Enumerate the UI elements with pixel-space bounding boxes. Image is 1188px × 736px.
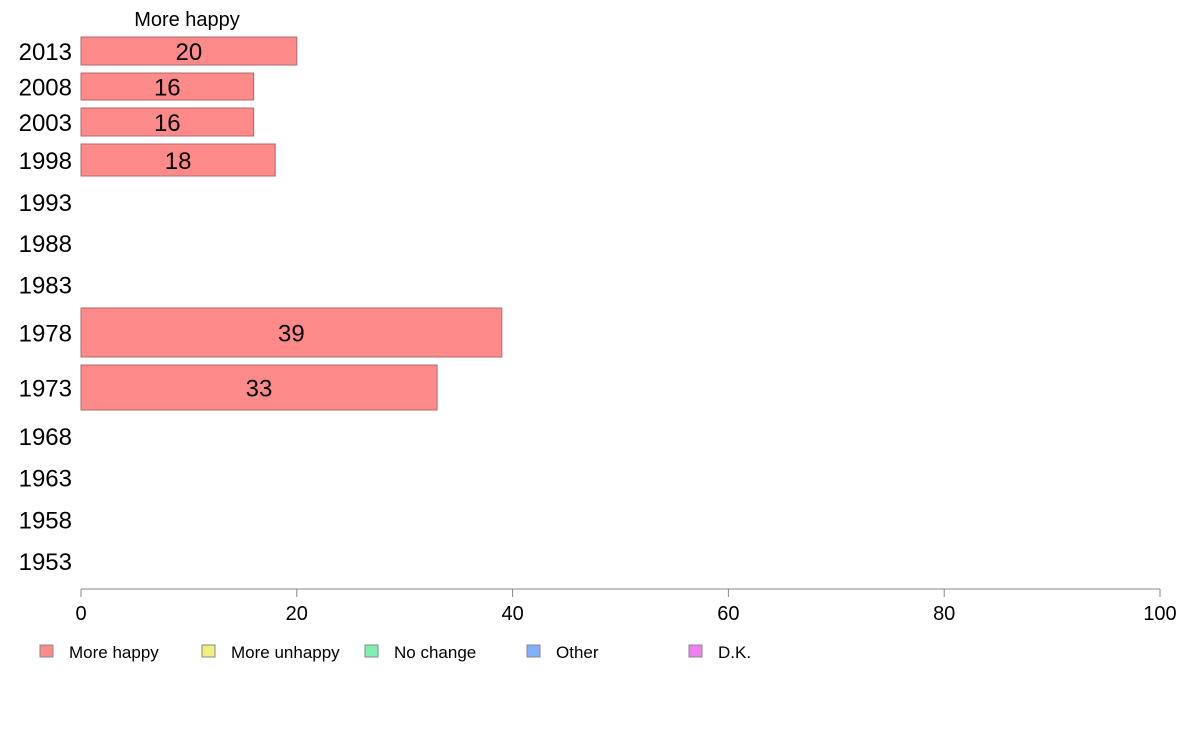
y-label-2008: 2008 (19, 75, 72, 102)
legend-label-5: D.K. (718, 643, 751, 662)
legend-swatch-4 (526, 644, 541, 658)
y-label-1968: 1968 (19, 424, 72, 451)
column-title: More happy (134, 9, 240, 31)
value-label-2003: 16 (154, 110, 181, 137)
legend-swatch-2 (201, 644, 216, 658)
y-labels-group: 2013 2008 2003 1998 1993 1988 1983 1978 1973 1968… (19, 39, 72, 576)
x-tick-label-60: 60 (717, 603, 739, 625)
x-tick-label-100: 100 (1143, 603, 1176, 625)
bars-group: 20 16 16 18 39 33 (80, 36, 503, 411)
value-label-1998: 18 (165, 148, 192, 175)
y-label-1953: 1953 (19, 549, 72, 576)
x-tick-label-20: 20 (286, 603, 308, 625)
y-label-1998: 1998 (19, 148, 72, 175)
value-label-2013: 20 (176, 39, 203, 66)
bar-2008 (80, 72, 255, 101)
y-label-1973: 1973 (19, 376, 72, 403)
value-label-2008: 16 (154, 75, 181, 102)
y-label-1963: 1963 (19, 466, 72, 493)
bar-2013 (80, 36, 298, 66)
value-label-1978: 39 (278, 321, 305, 348)
x-axis: 0 20 40 60 80 100 (75, 588, 1177, 625)
legend-swatch-3 (364, 644, 379, 658)
bar-1998 (80, 143, 276, 177)
value-label-1973: 33 (246, 376, 273, 403)
legend-swatch-5 (688, 644, 703, 658)
y-label-1958: 1958 (19, 508, 72, 535)
bar-2003 (80, 107, 255, 137)
legend-label-3: No change (394, 643, 476, 662)
y-label-1993: 1993 (19, 190, 72, 217)
legend-label-4: Other (556, 643, 599, 662)
bar-1978 (80, 307, 503, 358)
y-label-1978: 1978 (19, 321, 72, 348)
x-tick-label-0: 0 (75, 603, 86, 625)
bar-1973 (80, 364, 438, 411)
y-label-1983: 1983 (19, 273, 72, 300)
legend-label-1: More happy (69, 643, 159, 662)
legend-label-2: More unhappy (231, 643, 340, 662)
legend: More happy More unhappy No change Other D.K. (39, 643, 751, 662)
y-label-1988: 1988 (19, 231, 72, 258)
x-tick-label-80: 80 (933, 603, 955, 625)
y-label-2013: 2013 (19, 39, 72, 66)
x-tick-label-40: 40 (501, 603, 523, 625)
legend-swatch-1 (39, 644, 54, 658)
y-label-2003: 2003 (19, 110, 72, 137)
